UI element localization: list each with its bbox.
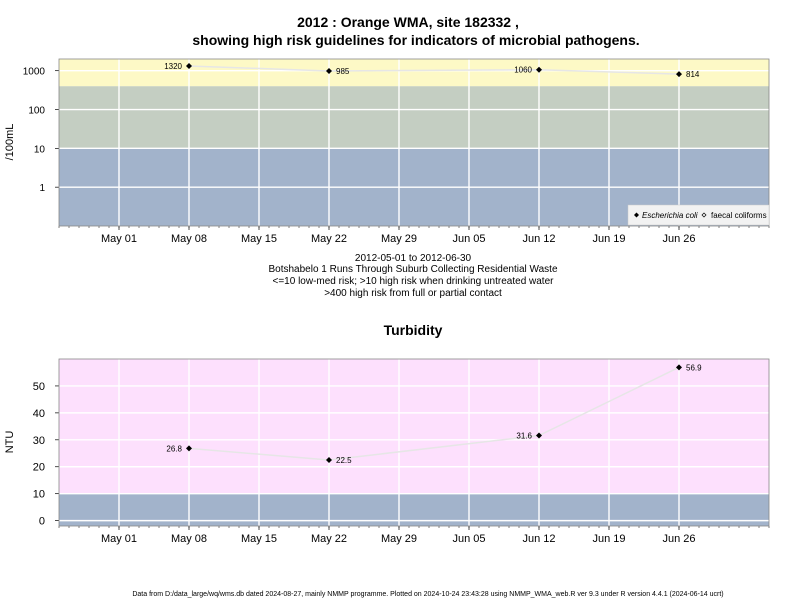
chart1-x-tick-label: Jun 12 — [522, 233, 555, 245]
legend-box — [627, 204, 770, 226]
chart1-y-tick-label: 1000 — [23, 67, 46, 78]
chart1-legend: Escherichia coli faecal coliforms — [627, 204, 770, 226]
chart2-band-1 — [59, 359, 769, 494]
chart1-plot-area: May 01 May 08 May 15 May 22 May 29 Jun 05 Jun … — [23, 58, 770, 245]
chart1-x-tick-label: May 29 — [381, 233, 417, 245]
chart2-data-point — [536, 432, 542, 439]
footer-note: Data from D:/data_large/wq/wms.db dated … — [132, 591, 723, 598]
chart1-y-tick-label: 1 — [39, 183, 45, 194]
chart2-y-tick-label: 50 — [33, 381, 45, 393]
chart2-x-tick-label: May 01 — [101, 533, 137, 545]
chart2-x-tick-label: May 29 — [381, 533, 417, 545]
caption-line-4: >400 high risk from full or partial cont… — [324, 288, 502, 299]
chart1-ylabel: /100mL — [4, 124, 16, 161]
legend-faecal-marker — [701, 212, 707, 218]
legend-ecoli-label: Escherichia coli — [642, 211, 698, 220]
chart1-data-point — [326, 67, 332, 74]
chart1-y-tick-label: 100 — [28, 106, 45, 117]
legend-ecoli-marker — [634, 212, 639, 218]
chart1-x-tick-label: Jun 26 — [662, 233, 695, 245]
chart1-x-tick-label: May 15 — [241, 233, 277, 245]
chart1-band-1 — [59, 86, 769, 149]
chart2-data-label: 31.6 — [516, 431, 532, 440]
chart1-data-label: 985 — [336, 67, 350, 76]
caption-line-2: Botshabelo 1 Runs Through Suburb Collect… — [268, 264, 557, 275]
chart2-y-tick-label: 20 — [33, 462, 45, 474]
chart2-x-tick-label: May 15 — [241, 533, 277, 545]
chart2-data-label: 22.5 — [336, 456, 352, 465]
chart2-data-label: 26.8 — [166, 444, 182, 453]
chart2-y-tick-label: 0 — [39, 516, 45, 528]
chart2-x-tick-label: Jun 05 — [452, 533, 485, 545]
chart1-x-tick-label: May 01 — [101, 233, 137, 245]
chart1-x-tick-label: Jun 19 — [592, 233, 625, 245]
chart2-y-tick-label: 30 — [33, 435, 45, 447]
chart1-data-label: 814 — [686, 70, 700, 79]
chart2-x-tick-label: Jun 19 — [592, 533, 625, 545]
chart2-x-tick-label: Jun 26 — [662, 533, 695, 545]
chart2-data-point — [186, 445, 192, 452]
chart1-data-point — [186, 63, 192, 70]
chart2-title: Turbidity — [384, 322, 443, 338]
chart1-data-label: 1320 — [164, 62, 182, 71]
chart2-y-tick-label: 10 — [33, 489, 45, 501]
caption-line-1: 2012-05-01 to 2012-06-30 — [355, 253, 472, 264]
chart2-ylabel: NTU — [4, 431, 16, 454]
chart2-data-point — [676, 364, 682, 371]
chart1-data-label: 1060 — [514, 66, 532, 75]
chart1-data-point — [676, 71, 682, 78]
chart2-series-line — [188, 366, 680, 461]
chart1-x-tick-label: May 22 — [311, 233, 347, 245]
chart2-frame — [58, 358, 770, 527]
legend-faecal-label: faecal coliforms — [711, 211, 767, 220]
chart1-frame — [58, 58, 770, 227]
chart1-title-line1: 2012 : Orange WMA, site 182332 , — [297, 14, 519, 30]
chart2-x-tick-label: May 22 — [311, 533, 347, 545]
chart1-y-tick-label: 10 — [34, 144, 46, 155]
chart1-data-point — [536, 66, 542, 73]
chart1-x-tick-label: May 08 — [171, 233, 207, 245]
chart2-data-point — [326, 457, 332, 464]
chart1-x-tick-label: Jun 05 — [452, 233, 485, 245]
chart2-plot-area: May 01 May 08 May 15 May 22 May 29 Jun 05 Jun … — [33, 358, 770, 545]
chart2-x-tick-label: Jun 12 — [522, 533, 555, 545]
chart2-data-label: 56.9 — [686, 363, 702, 372]
chart2-x-tick-label: May 08 — [171, 533, 207, 545]
chart1-series-line — [188, 65, 680, 75]
chart2-y-tick-label: 40 — [33, 408, 45, 420]
caption-line-3: <=10 low-med risk; >10 high risk when dr… — [273, 276, 555, 287]
chart1-title-line2: showing high risk guidelines for indicat… — [192, 32, 639, 48]
